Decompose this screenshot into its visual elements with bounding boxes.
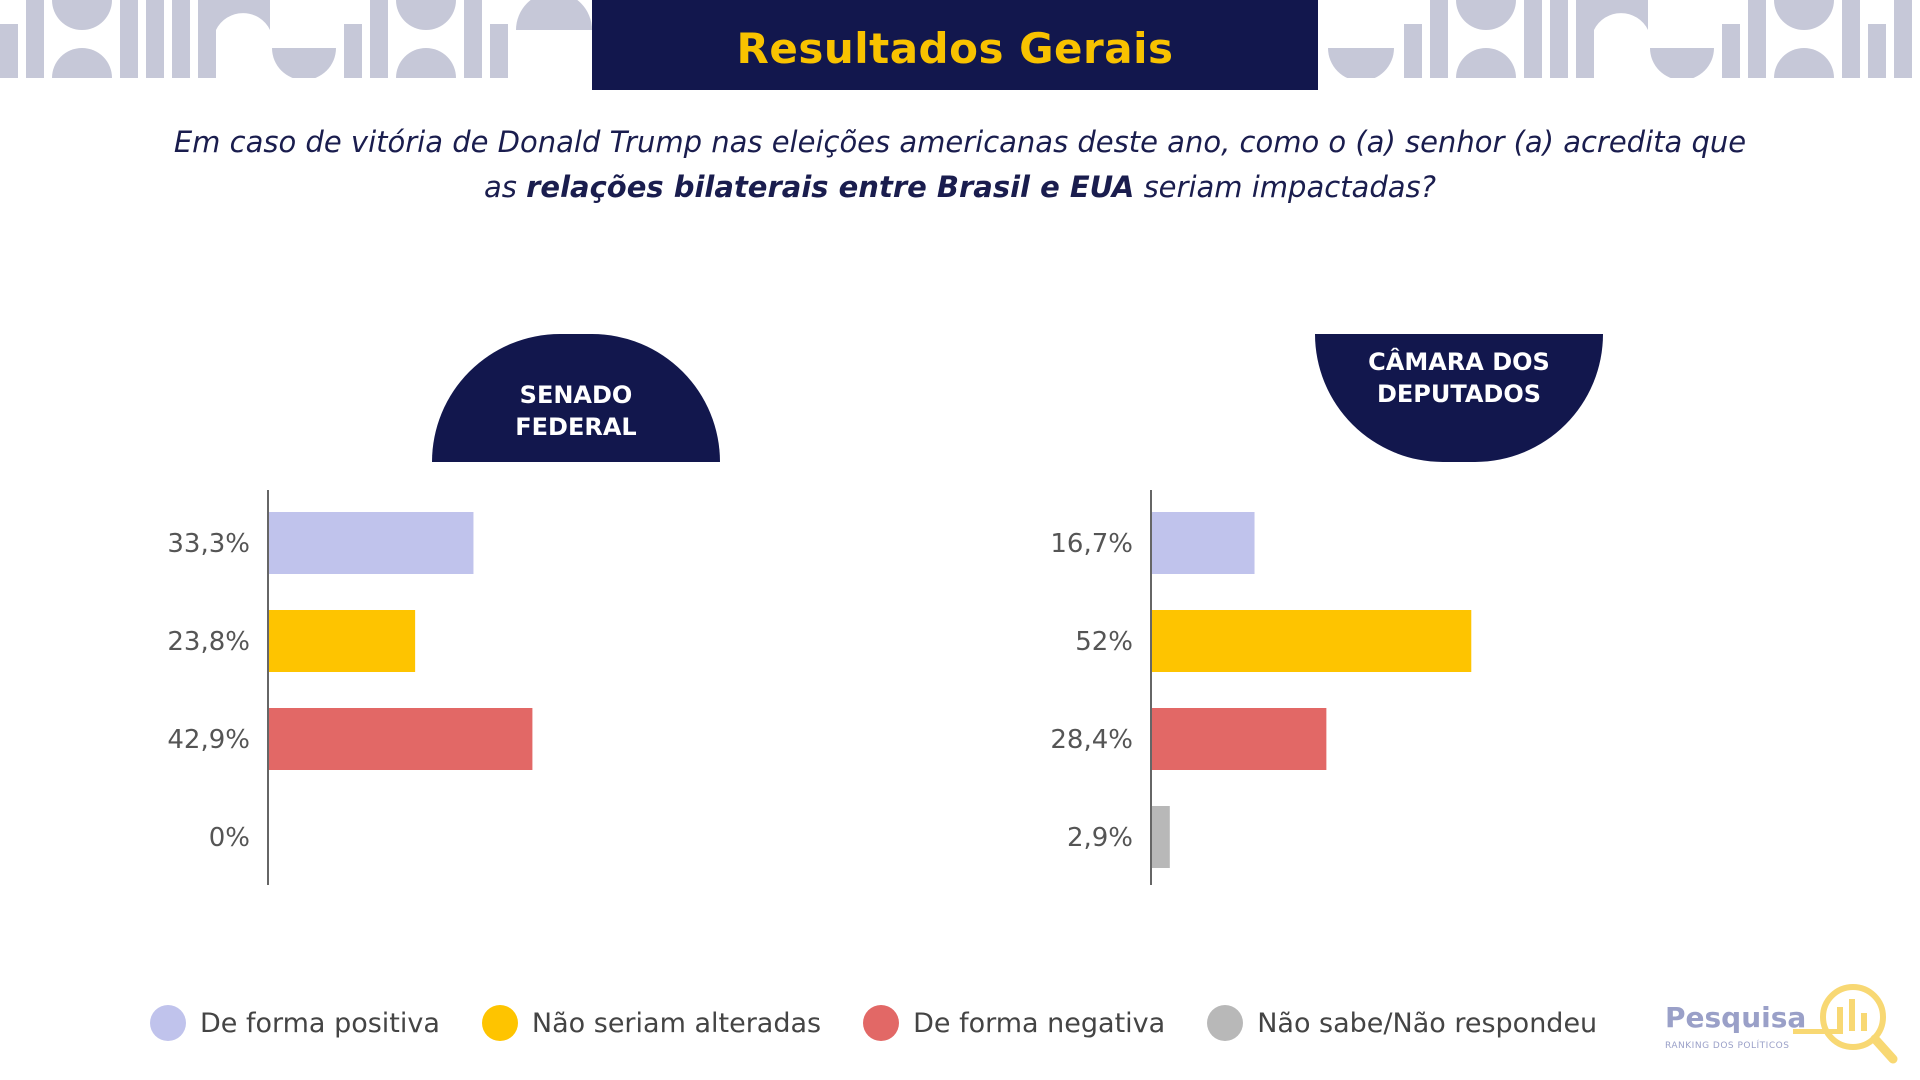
question-text-part2: seriam impactadas? <box>1134 170 1436 204</box>
senado-value-label-unknown: 0% <box>209 823 250 853</box>
camara-bar-unchanged <box>1152 610 1472 672</box>
title-banner: Resultados Gerais <box>592 0 1318 90</box>
senado-chart: 33,3% 23,8% 42,9% 0% <box>140 490 820 894</box>
camara-heading-line2: DEPUTADOS <box>1376 380 1542 408</box>
legend-item-positive: De forma positiva <box>150 1005 440 1041</box>
camara-value-label-negative: 28,4% <box>1050 725 1133 755</box>
legend-dot-negative <box>863 1005 900 1041</box>
camara-chart-svg: 16,7% 52% 28,4% 2,9% <box>1050 490 1472 885</box>
senado-value-label-positive: 33,3% <box>167 529 250 559</box>
senado-value-label-unchanged: 23,8% <box>167 627 250 657</box>
survey-question: Em caso de vitória de Donald Trump nas e… <box>160 120 1760 210</box>
camara-bar-positive <box>1152 512 1255 574</box>
camara-chart: 16,7% 52% 28,4% 2,9% <box>1023 490 1703 894</box>
brand-logo: Pesquisa RANKING DOS POLÍTICOS <box>1665 975 1905 1065</box>
senado-heading: SENADO FEDERAL <box>432 334 720 462</box>
question-text-part1: Em caso de vitória de Donald Trump nas e… <box>173 125 1747 204</box>
legend-dot-positive <box>150 1005 186 1041</box>
legend-dot-unknown <box>1207 1005 1244 1041</box>
camara-bar-negative <box>1152 708 1327 770</box>
senado-bar-positive <box>269 512 474 574</box>
camara-value-label-unknown: 2,9% <box>1067 823 1133 853</box>
legend-label-negative: De forma negativa <box>913 1007 1166 1039</box>
legend-item-unknown: Não sabe/Não respondeu <box>1207 1005 1597 1041</box>
camara-value-label-unchanged: 52% <box>1075 627 1133 657</box>
senado-chart-svg: 33,3% 23,8% 42,9% 0% <box>167 490 533 885</box>
camara-value-label-positive: 16,7% <box>1050 529 1133 559</box>
camara-heading: CÂMARA DOS DEPUTADOS <box>1315 334 1603 462</box>
camara-heading-line1: CÂMARA DOS <box>1368 348 1550 376</box>
header-decoration-left <box>0 0 592 78</box>
senado-heading-line2: FEDERAL <box>515 413 637 441</box>
senado-bar-negative <box>269 708 533 770</box>
magnifier-icon <box>1793 984 1898 1064</box>
page-title: Resultados Gerais <box>736 23 1174 73</box>
camara-bar-unknown <box>1152 806 1170 868</box>
question-text-bold: relações bilaterais entre Brasil e EUA <box>526 170 1135 204</box>
logo-subtitle: RANKING DOS POLÍTICOS <box>1665 1041 1790 1051</box>
logo-name: Pesquisa <box>1665 1001 1807 1034</box>
legend-label-unchanged: Não seriam alteradas <box>531 1007 822 1039</box>
chart-legend: De forma positiva Não seriam alteradas D… <box>150 1003 1639 1043</box>
legend-item-unchanged: Não seriam alteradas <box>481 1005 822 1041</box>
legend-label-unknown: Não sabe/Não respondeu <box>1257 1007 1598 1039</box>
legend-dot-unchanged <box>481 1005 518 1041</box>
legend-label-positive: De forma positiva <box>200 1007 440 1039</box>
header-decoration-right <box>1324 0 1920 78</box>
legend-item-negative: De forma negativa <box>863 1005 1165 1041</box>
senado-value-label-negative: 42,9% <box>167 725 250 755</box>
senado-heading-line1: SENADO <box>519 381 633 409</box>
senado-bar-unchanged <box>269 610 416 672</box>
